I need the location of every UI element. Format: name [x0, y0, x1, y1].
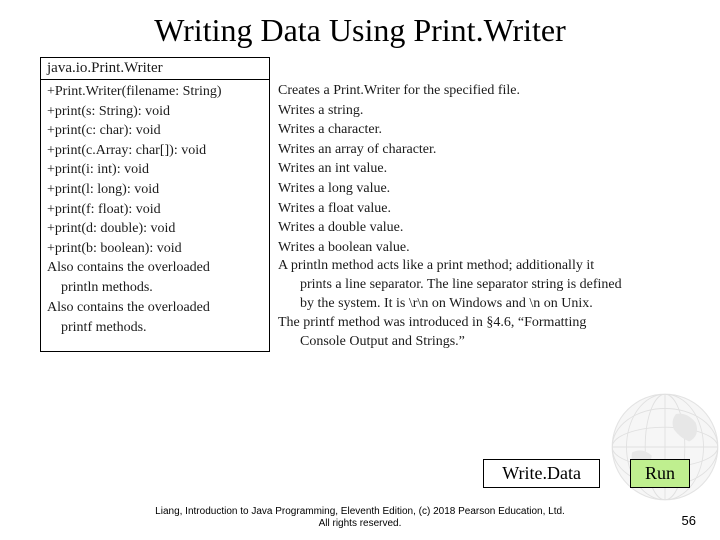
method-sig: +print(b: boolean): void: [47, 239, 263, 259]
class-note: Also contains the overloaded: [47, 298, 263, 318]
method-sig: +Print.Writer(filename: String): [47, 82, 263, 102]
method-sig: +print(d: double): void: [47, 219, 263, 239]
method-desc: Writes a float value.: [278, 199, 690, 219]
method-desc: Creates a Print.Writer for the specified…: [278, 81, 690, 101]
run-button[interactable]: Run: [630, 459, 690, 488]
desc-block: Console Output and Strings.”: [278, 333, 690, 352]
method-sig: +print(s: String): void: [47, 102, 263, 122]
content-area: java.io.Print.Writer +Print.Writer(filen…: [0, 57, 720, 352]
method-desc: Writes an int value.: [278, 159, 690, 179]
method-sig: +print(c.Array: char[]): void: [47, 141, 263, 161]
class-body: +Print.Writer(filename: String) +print(s…: [41, 80, 269, 342]
method-desc: Writes an array of character.: [278, 140, 690, 160]
desc-block: A println method acts like a print metho…: [278, 257, 690, 276]
uml-class-box: java.io.Print.Writer +Print.Writer(filen…: [40, 57, 270, 352]
method-sig: +print(f: float): void: [47, 200, 263, 220]
footer-line: Liang, Introduction to Java Programming,…: [0, 506, 720, 518]
class-note: println methods.: [47, 278, 263, 298]
desc-block: The printf method was introduced in §4.6…: [278, 314, 690, 333]
desc-block: prints a line separator. The line separa…: [278, 276, 690, 295]
class-note: Also contains the overloaded: [47, 258, 263, 278]
page-number: 56: [682, 513, 696, 528]
method-desc: Writes a string.: [278, 101, 690, 121]
footer-line: All rights reserved.: [0, 518, 720, 530]
method-desc: Writes a long value.: [278, 179, 690, 199]
method-sig: +print(l: long): void: [47, 180, 263, 200]
button-row: Write.Data Run: [483, 459, 690, 488]
copyright-footer: Liang, Introduction to Java Programming,…: [0, 506, 720, 530]
slide-title: Writing Data Using Print.Writer: [0, 0, 720, 57]
write-data-button[interactable]: Write.Data: [483, 459, 600, 488]
method-sig: +print(i: int): void: [47, 160, 263, 180]
method-sig: +print(c: char): void: [47, 121, 263, 141]
desc-block: by the system. It is \r\n on Windows and…: [278, 295, 690, 314]
method-desc: Writes a boolean value.: [278, 238, 690, 258]
method-desc: Writes a double value.: [278, 218, 690, 238]
class-note: printf methods.: [47, 318, 263, 338]
descriptions: Creates a Print.Writer for the specified…: [278, 57, 690, 352]
class-name: java.io.Print.Writer: [41, 58, 269, 80]
method-desc: Writes a character.: [278, 120, 690, 140]
